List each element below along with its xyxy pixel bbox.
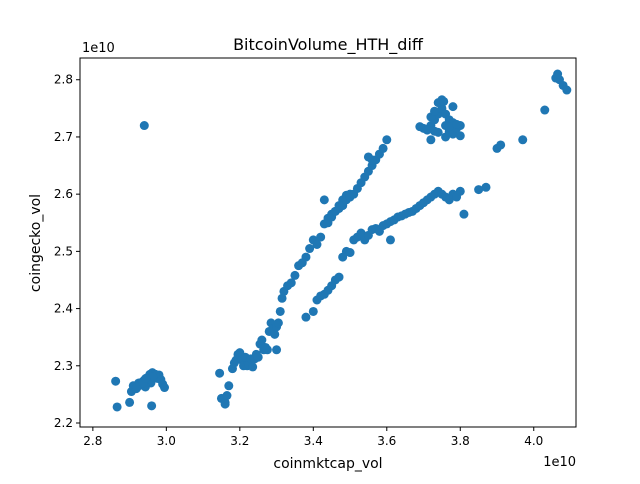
data-point	[459, 209, 469, 219]
data-point	[356, 228, 366, 238]
y-offset-label: 1e10	[82, 41, 115, 56]
data-point	[286, 278, 296, 288]
y-tick-label: 2.3	[54, 359, 73, 373]
data-point	[111, 376, 121, 386]
data-point	[301, 252, 311, 262]
y-tick-label: 2.5	[54, 244, 73, 258]
data-point	[378, 143, 388, 153]
data-point	[334, 272, 344, 282]
data-point	[496, 140, 506, 150]
data-point	[441, 132, 451, 142]
data-point	[277, 293, 287, 303]
data-point	[553, 69, 563, 79]
data-point	[316, 232, 326, 242]
data-point	[308, 306, 318, 316]
data-point	[562, 85, 572, 95]
data-point	[444, 122, 454, 132]
x-tick-label: 2.8	[83, 434, 102, 448]
data-point	[415, 122, 425, 132]
data-point	[382, 135, 392, 145]
data-point	[253, 352, 263, 362]
data-point	[215, 368, 225, 378]
data-point	[273, 318, 283, 328]
data-point	[439, 96, 449, 106]
x-tick-label: 4.0	[524, 434, 543, 448]
data-point	[305, 244, 315, 254]
data-point	[224, 381, 234, 391]
data-point	[261, 342, 271, 352]
x-tick-label: 3.8	[451, 434, 470, 448]
data-point	[125, 397, 135, 407]
data-point	[248, 362, 258, 372]
data-point	[319, 195, 329, 205]
plot-frame	[79, 57, 577, 428]
data-point	[345, 248, 355, 258]
data-point	[272, 345, 282, 355]
data-point	[141, 373, 151, 383]
y-tick-label: 2.4	[54, 302, 73, 316]
data-point	[474, 185, 484, 195]
data-point	[385, 235, 395, 245]
points-layer	[111, 69, 572, 412]
data-point	[422, 125, 432, 135]
data-point	[132, 383, 142, 393]
data-point	[448, 102, 458, 112]
data-point	[367, 155, 377, 165]
data-point	[430, 126, 440, 136]
data-point	[481, 182, 491, 192]
data-point	[139, 121, 149, 131]
data-point	[426, 135, 436, 145]
data-point	[222, 391, 232, 401]
data-point	[452, 119, 462, 129]
x-tick-label: 3.6	[377, 434, 396, 448]
data-point	[148, 372, 158, 382]
data-point	[455, 186, 465, 196]
data-point	[312, 240, 322, 249]
x-offset-label: 1e10	[543, 455, 576, 470]
x-axis-label: coinmktcap_vol	[273, 456, 382, 472]
y-tick-label: 2.7	[54, 130, 73, 144]
y-axis-label: coingecko_vol	[28, 194, 44, 292]
x-tick-label: 3.0	[157, 434, 176, 448]
data-point	[220, 399, 230, 409]
data-point	[518, 135, 528, 145]
data-point	[257, 335, 267, 345]
data-point	[301, 312, 311, 322]
y-tick-label: 2.2	[54, 416, 73, 430]
data-point	[160, 383, 169, 393]
data-point	[112, 402, 122, 412]
data-point	[290, 270, 300, 280]
data-point	[270, 329, 280, 339]
x-tick-label: 3.4	[304, 434, 323, 448]
y-tick-label: 2.8	[54, 73, 73, 87]
y-tick-label: 2.6	[54, 187, 73, 201]
x-tick-label: 3.2	[230, 434, 249, 448]
data-point	[147, 401, 157, 411]
data-point	[540, 105, 550, 115]
data-point	[275, 306, 285, 316]
data-point	[455, 131, 465, 141]
ticks-layer: 2.8 3.0 3.2 3.4 3.6 3.8 4.0 2.2 2.3 2.4 2.5 2.6 2.7 2…	[54, 73, 543, 448]
data-point	[430, 106, 440, 116]
chart-title: BitcoinVolume_HTH_diff	[233, 35, 424, 55]
